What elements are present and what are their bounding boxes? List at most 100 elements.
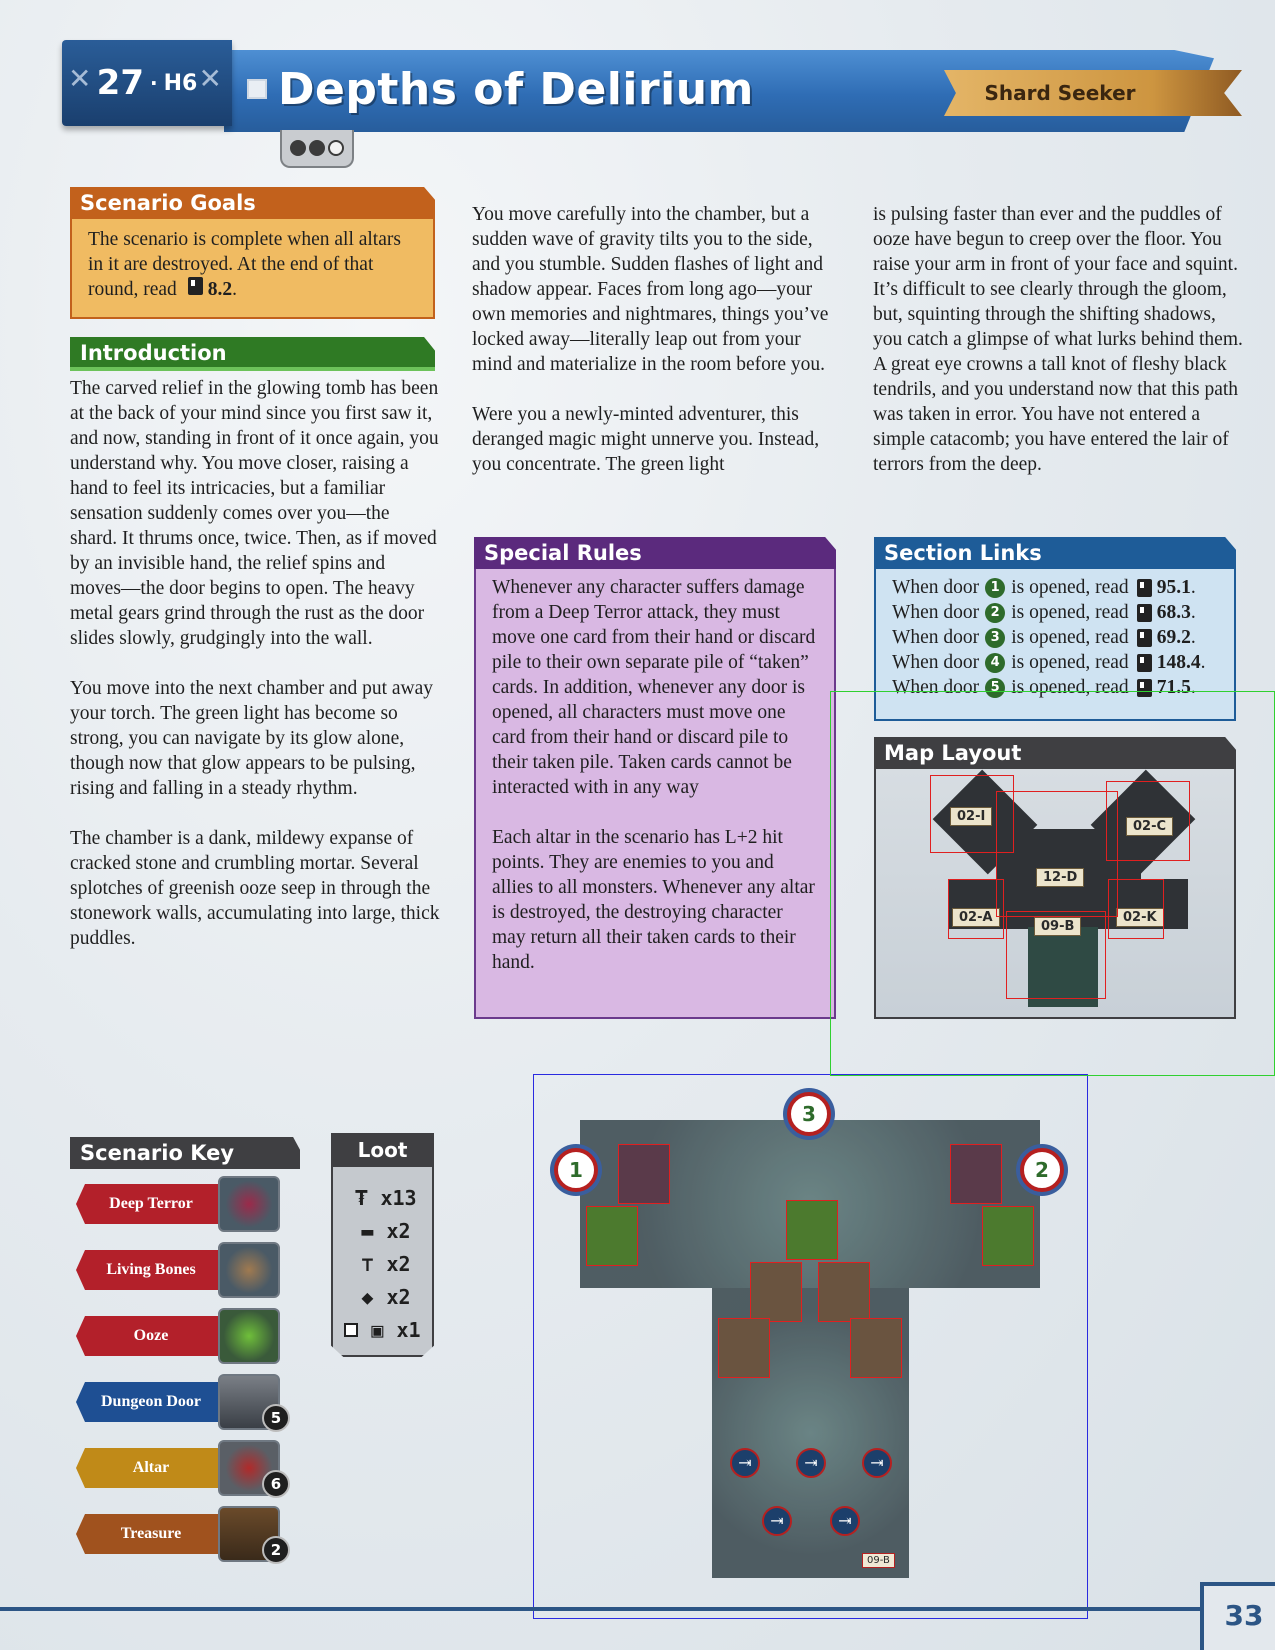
deep-terror-icon	[218, 1176, 280, 1232]
book-icon	[1136, 578, 1152, 597]
quest-ribbon	[944, 70, 1242, 116]
special-rules-heading: Special Rules	[474, 537, 836, 569]
introduction-column-2: You move carefully into the chamber, but…	[472, 202, 842, 502]
section-link-row[interactable]: When door 2 is opened, read 68.3.	[892, 600, 1218, 625]
link-period: .	[1200, 652, 1206, 673]
loot-count: x2	[386, 1251, 411, 1276]
starting-position-icon[interactable]: ⇥	[830, 1506, 860, 1536]
section-links-box: When door 1 is opened, read 95.1. When d…	[874, 569, 1236, 721]
living-bones-token[interactable]	[850, 1318, 902, 1378]
section-link-row[interactable]: When door 1 is opened, read 95.1.	[892, 575, 1218, 600]
map-layout-frame	[830, 691, 1275, 1076]
tile-outline	[1108, 879, 1164, 939]
skeleton-icon	[218, 1242, 280, 1298]
completion-checkbox[interactable]	[247, 79, 267, 99]
door-marker[interactable]: 3	[787, 1092, 831, 1136]
introduction-column-1: The carved relief in the glowing tomb ha…	[70, 376, 440, 976]
tile-tag: 09-B	[862, 1553, 895, 1568]
deep-terror-token[interactable]	[618, 1144, 670, 1204]
starting-position-icon[interactable]: ⇥	[796, 1448, 826, 1478]
book-icon	[1136, 628, 1152, 647]
door-marker[interactable]: 2	[1020, 1148, 1064, 1192]
link-middle: is opened, read	[1011, 627, 1129, 648]
link-period: .	[1190, 677, 1196, 698]
link-period: .	[1190, 627, 1196, 648]
tile-outline	[930, 775, 1014, 853]
scenario-number-badge: ✕ 27 · H6 ✕	[62, 40, 232, 126]
key-label: Dungeon Door	[76, 1382, 226, 1422]
difficulty-pip-filled	[290, 140, 306, 156]
section-link-row[interactable]: When door 3 is opened, read 69.2.	[892, 625, 1218, 650]
section-link-row[interactable]: When door 5 is opened, read 71.5.	[892, 675, 1218, 700]
tile-label: 02-A	[952, 908, 1000, 927]
introduction-heading: Introduction	[70, 337, 435, 371]
intro-paragraph: You move into the next chamber and put a…	[70, 678, 434, 799]
hide-icon: ◆	[361, 1284, 374, 1309]
ooze-icon	[218, 1308, 280, 1364]
difficulty-pip-empty	[328, 140, 344, 156]
scenario-code: H6	[163, 70, 198, 96]
starting-position-icon[interactable]: ⇥	[762, 1506, 792, 1536]
key-label: Deep Terror	[76, 1184, 226, 1224]
footer-rule	[0, 1607, 1200, 1611]
link-middle: is opened, read	[1011, 602, 1129, 623]
crossed-swords-icon: ✕	[68, 62, 92, 95]
key-item-altar: Altar 6	[76, 1440, 290, 1498]
deep-terror-token[interactable]	[950, 1144, 1002, 1204]
intro-paragraph: The chamber is a dank, mildewy expanse o…	[70, 828, 440, 949]
link-prefix: When door	[892, 627, 980, 648]
key-item-ooze: Ooze	[76, 1308, 286, 1364]
ooze-token[interactable]	[786, 1200, 838, 1260]
book-icon	[1136, 603, 1152, 622]
link-section: 71.5	[1156, 677, 1191, 698]
book-icon	[1136, 653, 1152, 672]
ooze-token[interactable]	[586, 1206, 638, 1266]
loot-heading: Loot	[331, 1133, 434, 1167]
link-section: 69.2	[1156, 627, 1191, 648]
link-section: 148.4	[1156, 652, 1201, 673]
link-section: 95.1	[1156, 577, 1191, 598]
door-marker[interactable]: 1	[554, 1148, 598, 1192]
door-number-icon: 2	[985, 602, 1006, 623]
section-link-row[interactable]: When door 4 is opened, read 148.4.	[892, 650, 1218, 675]
key-item-treasure: Treasure 2	[76, 1506, 290, 1564]
door-number-icon: 1	[985, 577, 1006, 598]
living-bones-token[interactable]	[718, 1318, 770, 1378]
crossed-swords-icon: ✕	[198, 62, 222, 95]
footer-tab	[1200, 1582, 1275, 1650]
key-item-deep-terror: Deep Terror	[76, 1176, 286, 1232]
link-middle: is opened, read	[1011, 577, 1129, 598]
tile-label: 02-C	[1126, 817, 1174, 836]
loot-row: ▬ x2	[333, 1214, 432, 1247]
loot-row: ₮ x13	[333, 1181, 432, 1214]
loot-checkbox[interactable]	[344, 1322, 359, 1337]
quest-label: Shard Seeker	[984, 81, 1136, 105]
difficulty-pip-filled	[309, 140, 325, 156]
starting-position-icon[interactable]: ⇥	[862, 1448, 892, 1478]
key-item-living-bones: Living Bones	[76, 1242, 286, 1298]
goals-box: The scenario is complete when all altars…	[70, 219, 435, 319]
link-section: 68.3	[1156, 602, 1191, 623]
loot-count: x1	[396, 1317, 421, 1342]
map-layout-heading: Map Layout	[874, 737, 1236, 769]
living-bones-token[interactable]	[818, 1262, 870, 1322]
intro-paragraph: The carved relief in the glowing tomb ha…	[70, 378, 439, 649]
ooze-token[interactable]	[982, 1206, 1034, 1266]
door-number-icon: 4	[985, 652, 1006, 673]
treasure-chest-icon: ▣	[371, 1317, 384, 1342]
special-rule-paragraph: Each altar in the scenario has L+2 hit p…	[492, 827, 815, 973]
key-label: Ooze	[76, 1316, 226, 1356]
loot-row: ▣ x1	[333, 1313, 432, 1346]
key-item-dungeon-door: Dungeon Door 5	[76, 1374, 290, 1432]
key-count: 6	[262, 1470, 290, 1498]
link-period: .	[1190, 577, 1196, 598]
intro-paragraph: is pulsing faster than ever and the pudd…	[873, 204, 1243, 475]
starting-position-icon[interactable]: ⇥	[730, 1448, 760, 1478]
living-bones-token[interactable]	[750, 1262, 802, 1322]
key-label: Treasure	[76, 1514, 226, 1554]
goals-text: The scenario is complete when all altars…	[88, 229, 401, 300]
loot-row: ◆ x2	[333, 1280, 432, 1313]
loot-count: x13	[380, 1185, 417, 1210]
link-middle: is opened, read	[1011, 677, 1129, 698]
tile-label: 12-D	[1036, 868, 1085, 887]
